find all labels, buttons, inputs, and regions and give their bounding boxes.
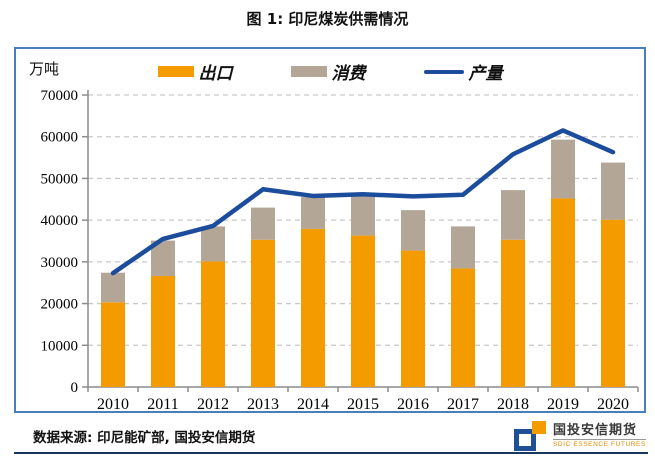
bar-consumption-2020 bbox=[601, 162, 625, 220]
x-tick-label-2015: 2015 bbox=[347, 396, 379, 411]
logo-text: 国投安信期货 SDIC ESSENCE FUTURES bbox=[553, 423, 646, 449]
production-line-swatch-icon bbox=[423, 69, 464, 74]
x-tick-label-2020: 2020 bbox=[597, 396, 629, 411]
bar-consumption-2013 bbox=[251, 207, 275, 240]
logo-blue-frame bbox=[514, 429, 536, 451]
y-tick-label-20000: 20000 bbox=[41, 297, 79, 313]
company-logo: 国投安信期货 SDIC ESSENCE FUTURES bbox=[514, 421, 646, 451]
x-tick-label-2017: 2017 bbox=[447, 396, 479, 411]
bar-consumption-2016 bbox=[401, 210, 425, 251]
bar-consumption-2015 bbox=[351, 195, 375, 236]
y-tick-label-50000: 50000 bbox=[41, 171, 79, 187]
y-axis-unit-label: 万吨 bbox=[29, 60, 60, 78]
bar-consumption-2012 bbox=[201, 226, 225, 262]
bar-consumption-2019 bbox=[551, 139, 575, 199]
y-tick-label-70000: 70000 bbox=[41, 88, 79, 104]
logo-en-text: SDIC ESSENCE FUTURES bbox=[553, 441, 646, 448]
consumption-swatch-icon bbox=[290, 66, 327, 77]
x-tick-label-2012: 2012 bbox=[197, 396, 229, 411]
x-tick-label-2013: 2013 bbox=[247, 396, 279, 411]
bar-export-2013 bbox=[251, 239, 275, 387]
logo-orange-square bbox=[532, 421, 546, 434]
sdic-logo-icon bbox=[514, 421, 548, 451]
x-tick-label-2014: 2014 bbox=[297, 396, 329, 411]
y-tick-label-40000: 40000 bbox=[41, 213, 79, 229]
production-line bbox=[110, 128, 616, 276]
chart-title: 图 1: 印尼煤炭供需情况 bbox=[246, 10, 409, 28]
bar-consumption-2018 bbox=[501, 190, 525, 240]
bottom-divider bbox=[14, 452, 648, 454]
bar-export-2018 bbox=[501, 239, 525, 387]
chart-plot-area: 0 10000 20000 30000 40000 50000 60000 70000 2010… bbox=[41, 88, 639, 411]
data-source-note: 数据来源: 印尼能矿部, 国投安信期货 bbox=[33, 430, 256, 446]
bar-export-2020 bbox=[601, 219, 625, 387]
bar-consumption-2014 bbox=[301, 197, 325, 229]
bar-export-2011 bbox=[151, 276, 175, 387]
chart-frame: 万吨 出口 消费 产量 0 10000 20000 30000 40000 50000 60… bbox=[14, 47, 646, 413]
legend-label-export: 出口 bbox=[198, 64, 233, 84]
bar-export-2015 bbox=[351, 235, 375, 387]
legend-item-consumption: 消费 bbox=[290, 59, 366, 84]
x-tick-label-2011: 2011 bbox=[147, 396, 178, 411]
bar-export-2019 bbox=[551, 198, 575, 387]
x-tick-label-2016: 2016 bbox=[397, 396, 429, 411]
legend-item-production: 产量 bbox=[423, 59, 503, 84]
bar-export-2012 bbox=[201, 261, 225, 387]
y-tick-label-30000: 30000 bbox=[41, 255, 79, 271]
bar-export-2016 bbox=[401, 250, 425, 387]
y-tick-label-0: 0 bbox=[71, 380, 79, 396]
bar-export-2010 bbox=[101, 302, 125, 387]
x-tick-label-2019: 2019 bbox=[547, 396, 579, 411]
bar-export-2014 bbox=[301, 228, 325, 387]
y-tick-label-10000: 10000 bbox=[41, 338, 79, 354]
legend-label-production: 产量 bbox=[468, 64, 503, 84]
y-tick-label-60000: 60000 bbox=[41, 130, 79, 146]
export-swatch-icon bbox=[157, 66, 194, 77]
legend: 出口 消费 产量 bbox=[16, 59, 644, 84]
bar-consumption-2010 bbox=[101, 272, 125, 303]
legend-item-export: 出口 bbox=[157, 59, 233, 84]
legend-label-consumption: 消费 bbox=[331, 64, 366, 84]
x-tick-label-2018: 2018 bbox=[497, 396, 529, 411]
bar-consumption-2017 bbox=[451, 226, 475, 269]
bar-export-2017 bbox=[451, 268, 475, 387]
x-tick-label-2010: 2010 bbox=[97, 396, 129, 411]
logo-cn-text: 国投安信期货 bbox=[553, 423, 646, 440]
